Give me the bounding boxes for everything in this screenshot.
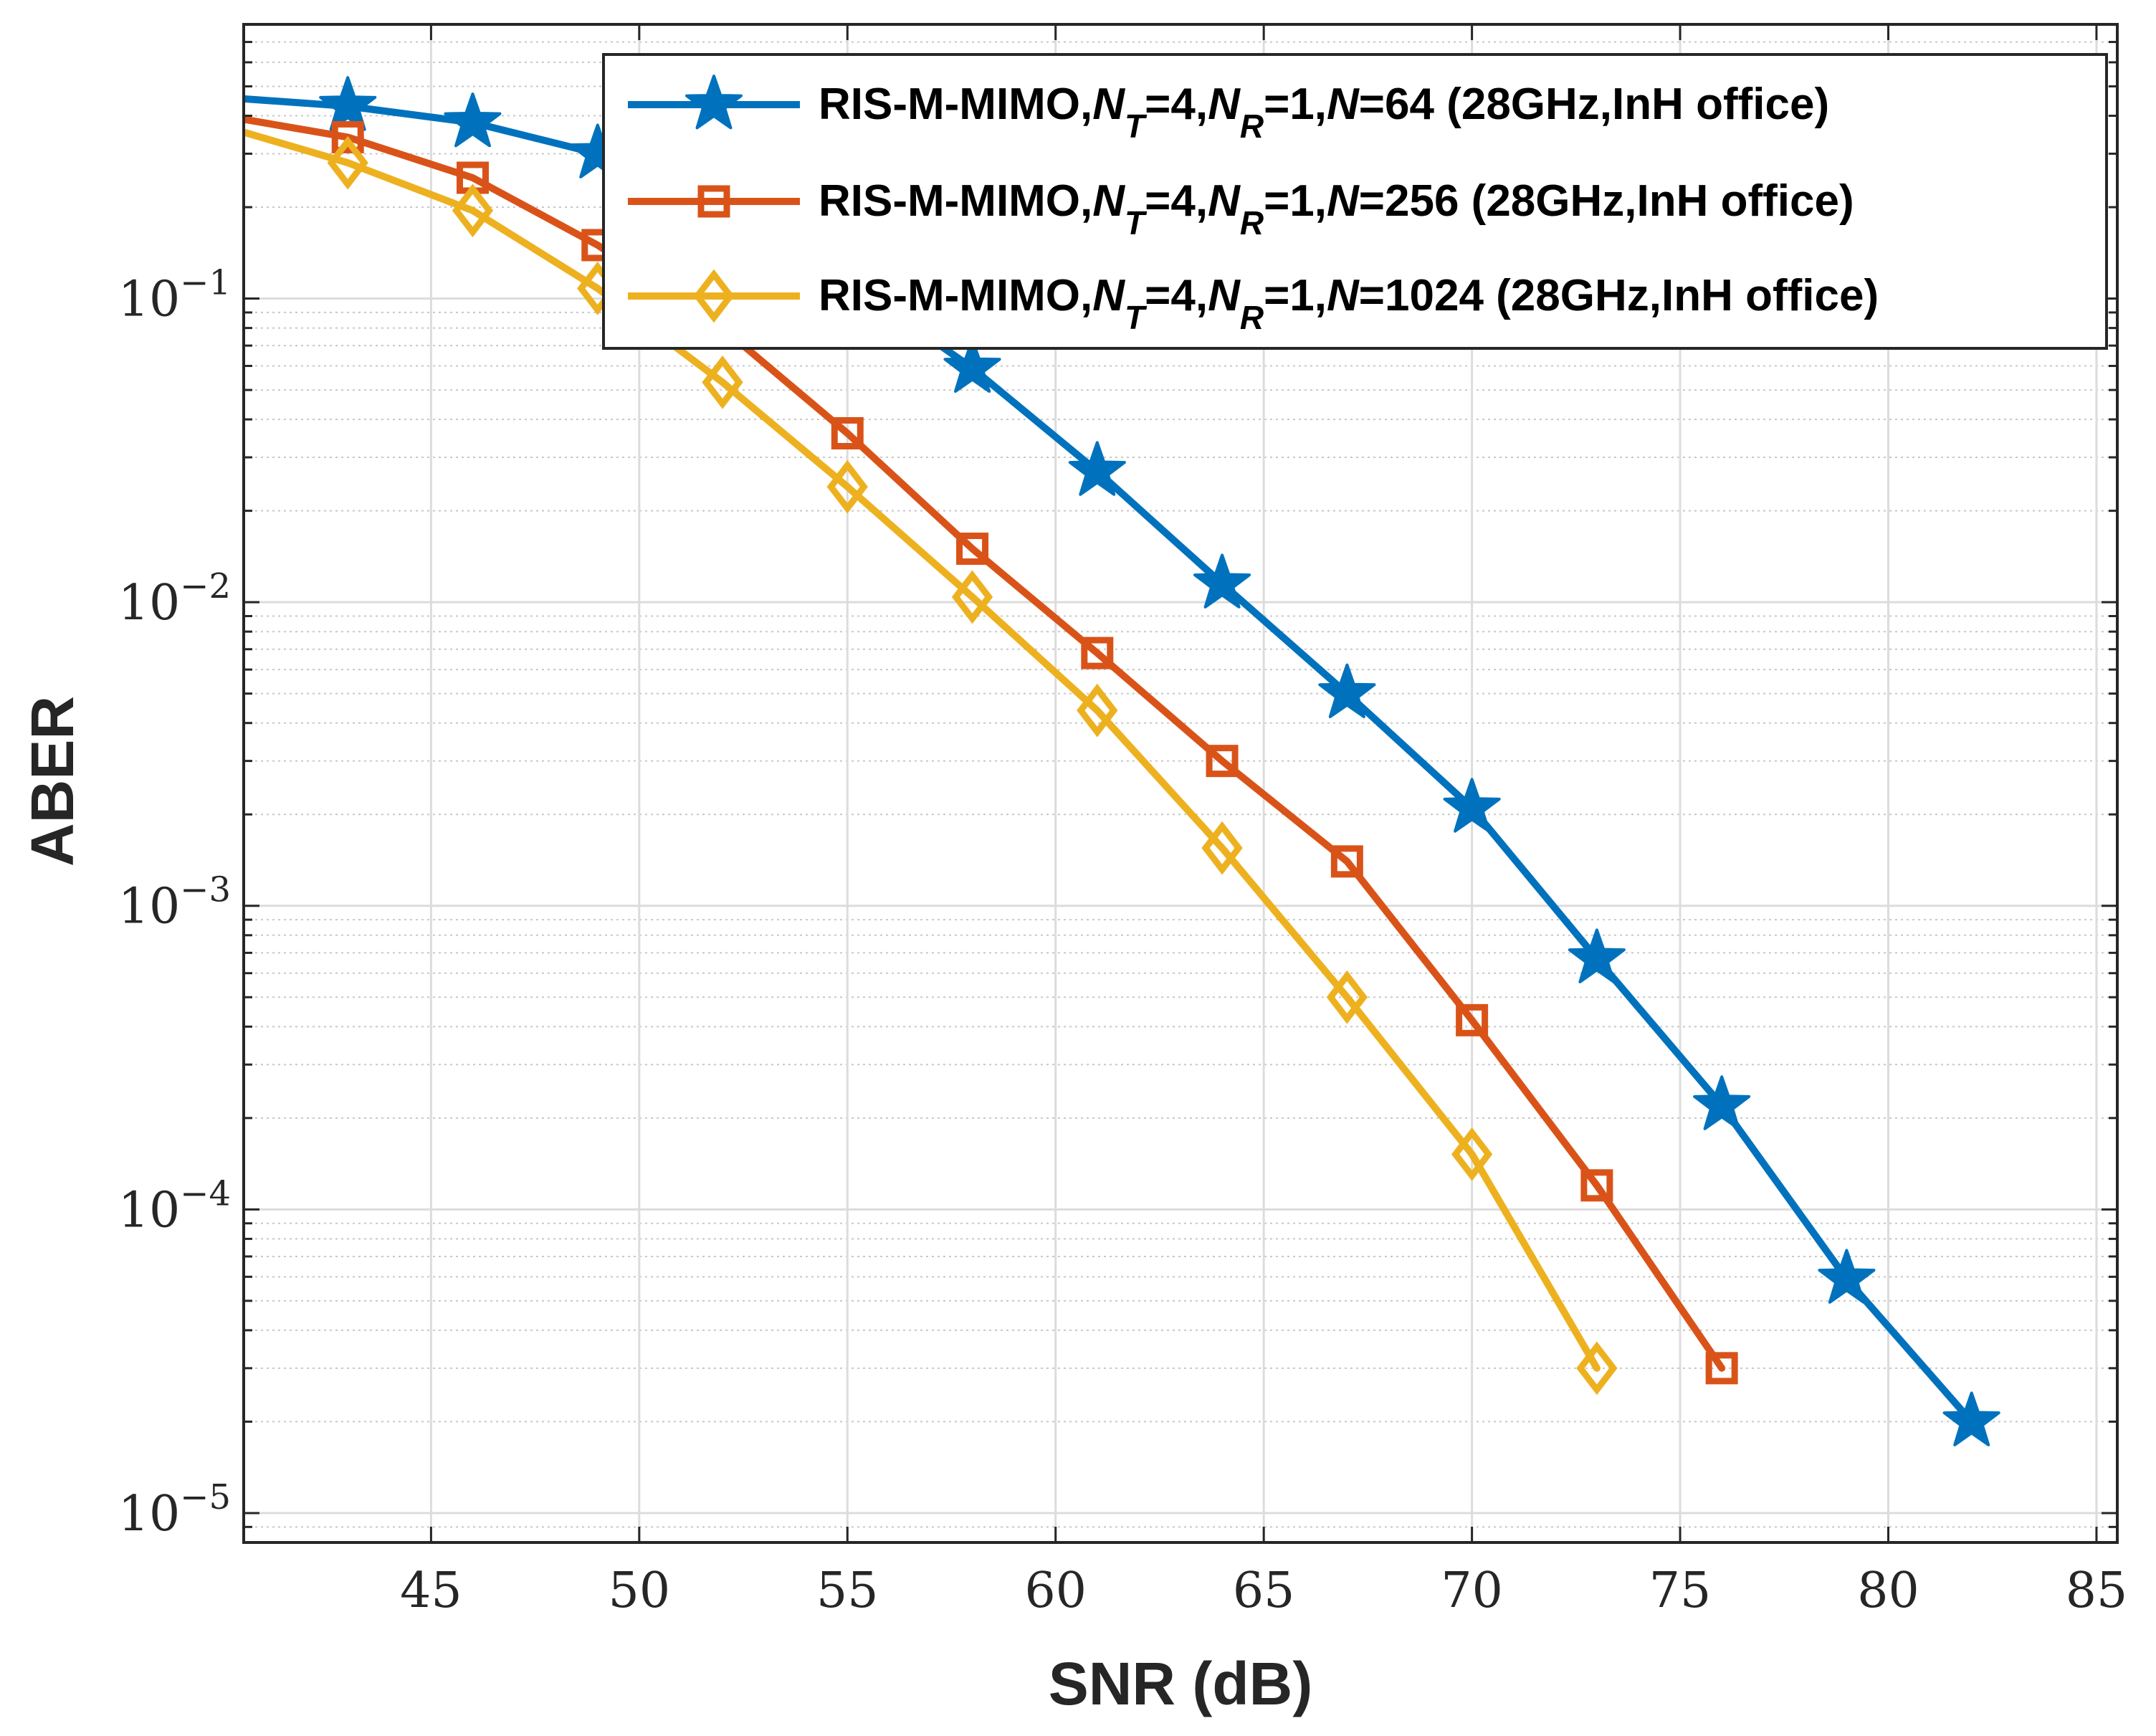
data-point-square — [1580, 1169, 1613, 1202]
data-point-star — [943, 338, 1001, 393]
y-tick-label: 10−5 — [118, 1477, 231, 1542]
x-tick-label: 45 — [400, 1563, 462, 1619]
data-point-star — [1443, 778, 1501, 833]
plot-frame — [242, 23, 2119, 1544]
data-point-square — [1456, 1003, 1489, 1036]
y-axis-label: ABER — [19, 696, 86, 867]
data-point-star — [319, 76, 377, 131]
data-point-diamond — [951, 570, 993, 624]
series-line-1 — [244, 115, 1726, 1372]
legend-entry-n256[interactable]: RIS-M-MIMO,NT=4,NR=1,N=256 (28GHz,InH of… — [628, 176, 1854, 242]
x-axis-label: SNR (dB) — [1049, 1650, 1313, 1717]
legend-diamond-marker — [693, 269, 735, 323]
data-point-square — [1206, 745, 1239, 778]
data-point-diamond — [452, 183, 494, 238]
y-tick-label: 10−4 — [118, 1173, 231, 1239]
x-tick-label: 50 — [609, 1563, 671, 1619]
data-point-diamond — [1201, 821, 1243, 875]
tick-marks — [244, 24, 2117, 1542]
legend-entry-n64[interactable]: RIS-M-MIMO,NT=4,NR=1,N=64 (28GHz,InH off… — [628, 75, 1829, 145]
legend-diamond-icon — [693, 269, 735, 323]
data-point-star — [1068, 441, 1126, 496]
x-tick-label: 55 — [816, 1563, 879, 1619]
data-point-diamond — [826, 459, 868, 514]
data-point-star — [1193, 553, 1251, 609]
data-point-star — [1318, 663, 1376, 718]
x-tick-labels: 45 50 55 60 65 70 75 80 85 — [400, 1563, 2127, 1619]
x-tick-label: 70 — [1441, 1563, 1503, 1619]
legend-square-icon — [697, 185, 730, 218]
legend-star-marker — [685, 75, 743, 130]
data-point-star — [1942, 1391, 2000, 1446]
data-point-star — [1818, 1249, 1876, 1304]
legend-entry-n1024[interactable]: RIS-M-MIMO,NT=4,NR=1,N=1024 (28GHz,InH o… — [628, 269, 1879, 336]
data-point-square — [1081, 636, 1114, 669]
data-point-square — [831, 416, 864, 449]
x-tick-label: 80 — [1857, 1563, 1919, 1619]
legend-star-icon — [685, 75, 743, 130]
data-point-square — [956, 533, 989, 566]
x-tick-label: 65 — [1233, 1563, 1295, 1619]
data-point-square — [331, 120, 364, 153]
data-point-diamond — [702, 355, 743, 409]
y-tick-label: 10−1 — [118, 263, 231, 328]
data-point-diamond — [1576, 1341, 1618, 1396]
data-point-square — [1705, 1352, 1738, 1385]
data-point-diamond — [1451, 1127, 1493, 1181]
legend-box — [602, 53, 2108, 350]
y-tick-label: 10−2 — [118, 566, 231, 631]
data-point-diamond — [327, 135, 368, 190]
x-tick-label: 75 — [1649, 1563, 1712, 1619]
data-point-star — [444, 92, 502, 148]
data-point-square — [1330, 845, 1363, 878]
series-line-2 — [244, 128, 1601, 1372]
y-tick-label: 10−3 — [118, 870, 231, 935]
series-layer — [244, 76, 2000, 1446]
legend[interactable]: RIS-M-MIMO,NT=4,NR=1,N=64 (28GHz,InH off… — [602, 53, 2108, 350]
x-tick-label: 85 — [2066, 1563, 2128, 1619]
data-point-diamond — [1077, 683, 1118, 738]
data-point-diamond — [1326, 970, 1368, 1024]
data-point-star — [1568, 928, 1626, 983]
legend-square-marker — [697, 185, 730, 218]
data-point-star — [1693, 1075, 1751, 1130]
legend-label-n64: RIS-M-MIMO,NT=4,NR=1,N=64 (28GHz,InH off… — [819, 80, 1829, 145]
legend-label-n1024: RIS-M-MIMO,NT=4,NR=1,N=1024 (28GHz,InH o… — [819, 271, 1879, 336]
y-tick-labels: 10−1 10−2 10−3 10−4 10−5 — [118, 263, 231, 1542]
x-tick-label: 60 — [1024, 1563, 1087, 1619]
legend-label-n256: RIS-M-MIMO,NT=4,NR=1,N=256 (28GHz,InH of… — [819, 176, 1854, 242]
